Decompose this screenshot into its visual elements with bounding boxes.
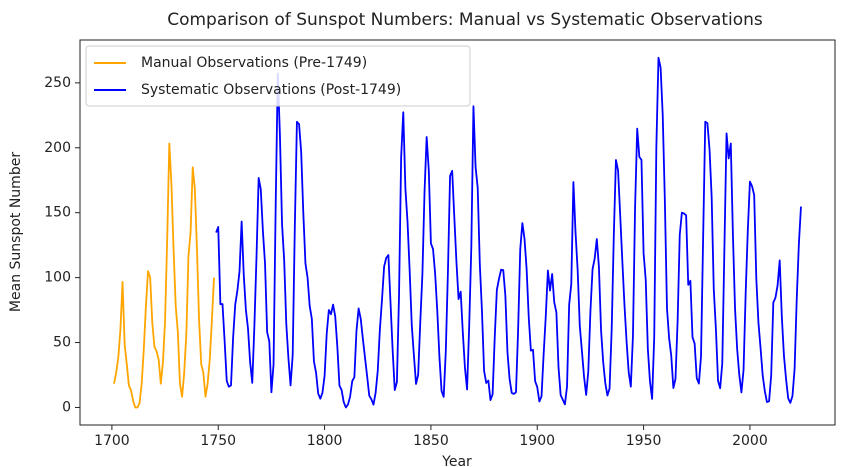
y-tick-label: 50 <box>53 335 71 351</box>
legend-label: Manual Observations (Pre-1749) <box>141 55 367 71</box>
y-tick-label: 0 <box>62 399 71 415</box>
x-axis-label: Year <box>441 454 472 467</box>
y-tick-label: 200 <box>44 140 71 156</box>
x-tick-label: 1700 <box>94 433 130 449</box>
x-tick-label: 1850 <box>413 433 449 449</box>
legend-label: Systematic Observations (Post-1749) <box>141 82 401 98</box>
y-tick-label: 100 <box>44 270 71 286</box>
series-line <box>113 142 215 409</box>
series-line <box>215 56 802 409</box>
x-tick-label: 1800 <box>307 433 343 449</box>
x-tick-label: 1950 <box>626 433 662 449</box>
x-tick-label: 2000 <box>732 433 768 449</box>
x-tick-label: 1750 <box>200 433 236 449</box>
chart-title: Comparison of Sunspot Numbers: Manual vs… <box>167 10 763 30</box>
y-tick-label: 250 <box>44 75 71 91</box>
legend-box <box>85 45 471 107</box>
x-tick-label: 1900 <box>519 433 555 449</box>
axes-frame <box>79 39 836 426</box>
y-axis-label: Mean Sunspot Number <box>8 152 24 312</box>
y-tick-label: 150 <box>44 205 71 221</box>
